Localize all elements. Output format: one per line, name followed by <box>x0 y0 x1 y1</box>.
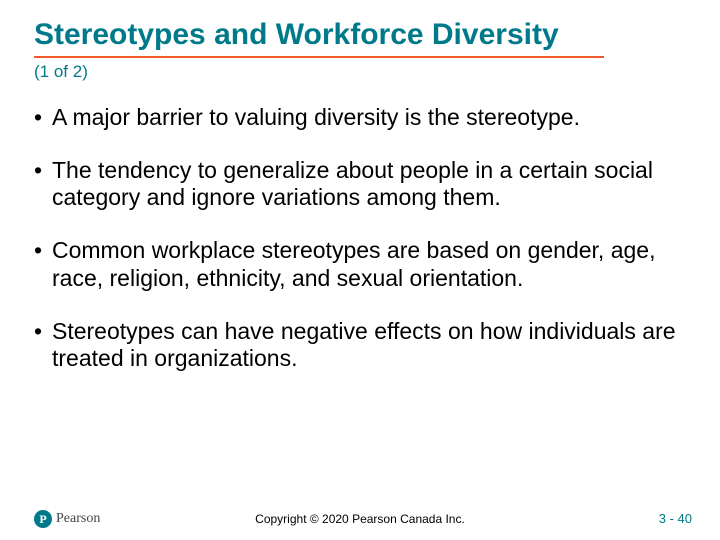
bullet-text: Common workplace stereotypes are based o… <box>52 237 686 291</box>
bullet-text: The tendency to generalize about people … <box>52 157 686 211</box>
slide-title: Stereotypes and Workforce Diversity <box>34 18 559 51</box>
bullet-item: • Stereotypes can have negative effects … <box>34 318 686 372</box>
bullet-dot-icon: • <box>34 237 52 264</box>
bullet-list: • A major barrier to valuing diversity i… <box>34 104 686 398</box>
bullet-dot-icon: • <box>34 157 52 184</box>
slide-subtitle: (1 of 2) <box>34 62 88 82</box>
page-number: 3 - 40 <box>659 511 692 526</box>
bullet-text: Stereotypes can have negative effects on… <box>52 318 686 372</box>
copyright-text: Copyright © 2020 Pearson Canada Inc. <box>0 512 720 526</box>
slide-footer: P Pearson Copyright © 2020 Pearson Canad… <box>0 498 720 540</box>
slide: Stereotypes and Workforce Diversity (1 o… <box>0 0 720 540</box>
bullet-item: • The tendency to generalize about peopl… <box>34 157 686 211</box>
bullet-item: • A major barrier to valuing diversity i… <box>34 104 686 131</box>
bullet-text: A major barrier to valuing diversity is … <box>52 104 686 131</box>
title-underline <box>34 56 604 58</box>
bullet-dot-icon: • <box>34 104 52 131</box>
bullet-item: • Common workplace stereotypes are based… <box>34 237 686 291</box>
bullet-dot-icon: • <box>34 318 52 345</box>
